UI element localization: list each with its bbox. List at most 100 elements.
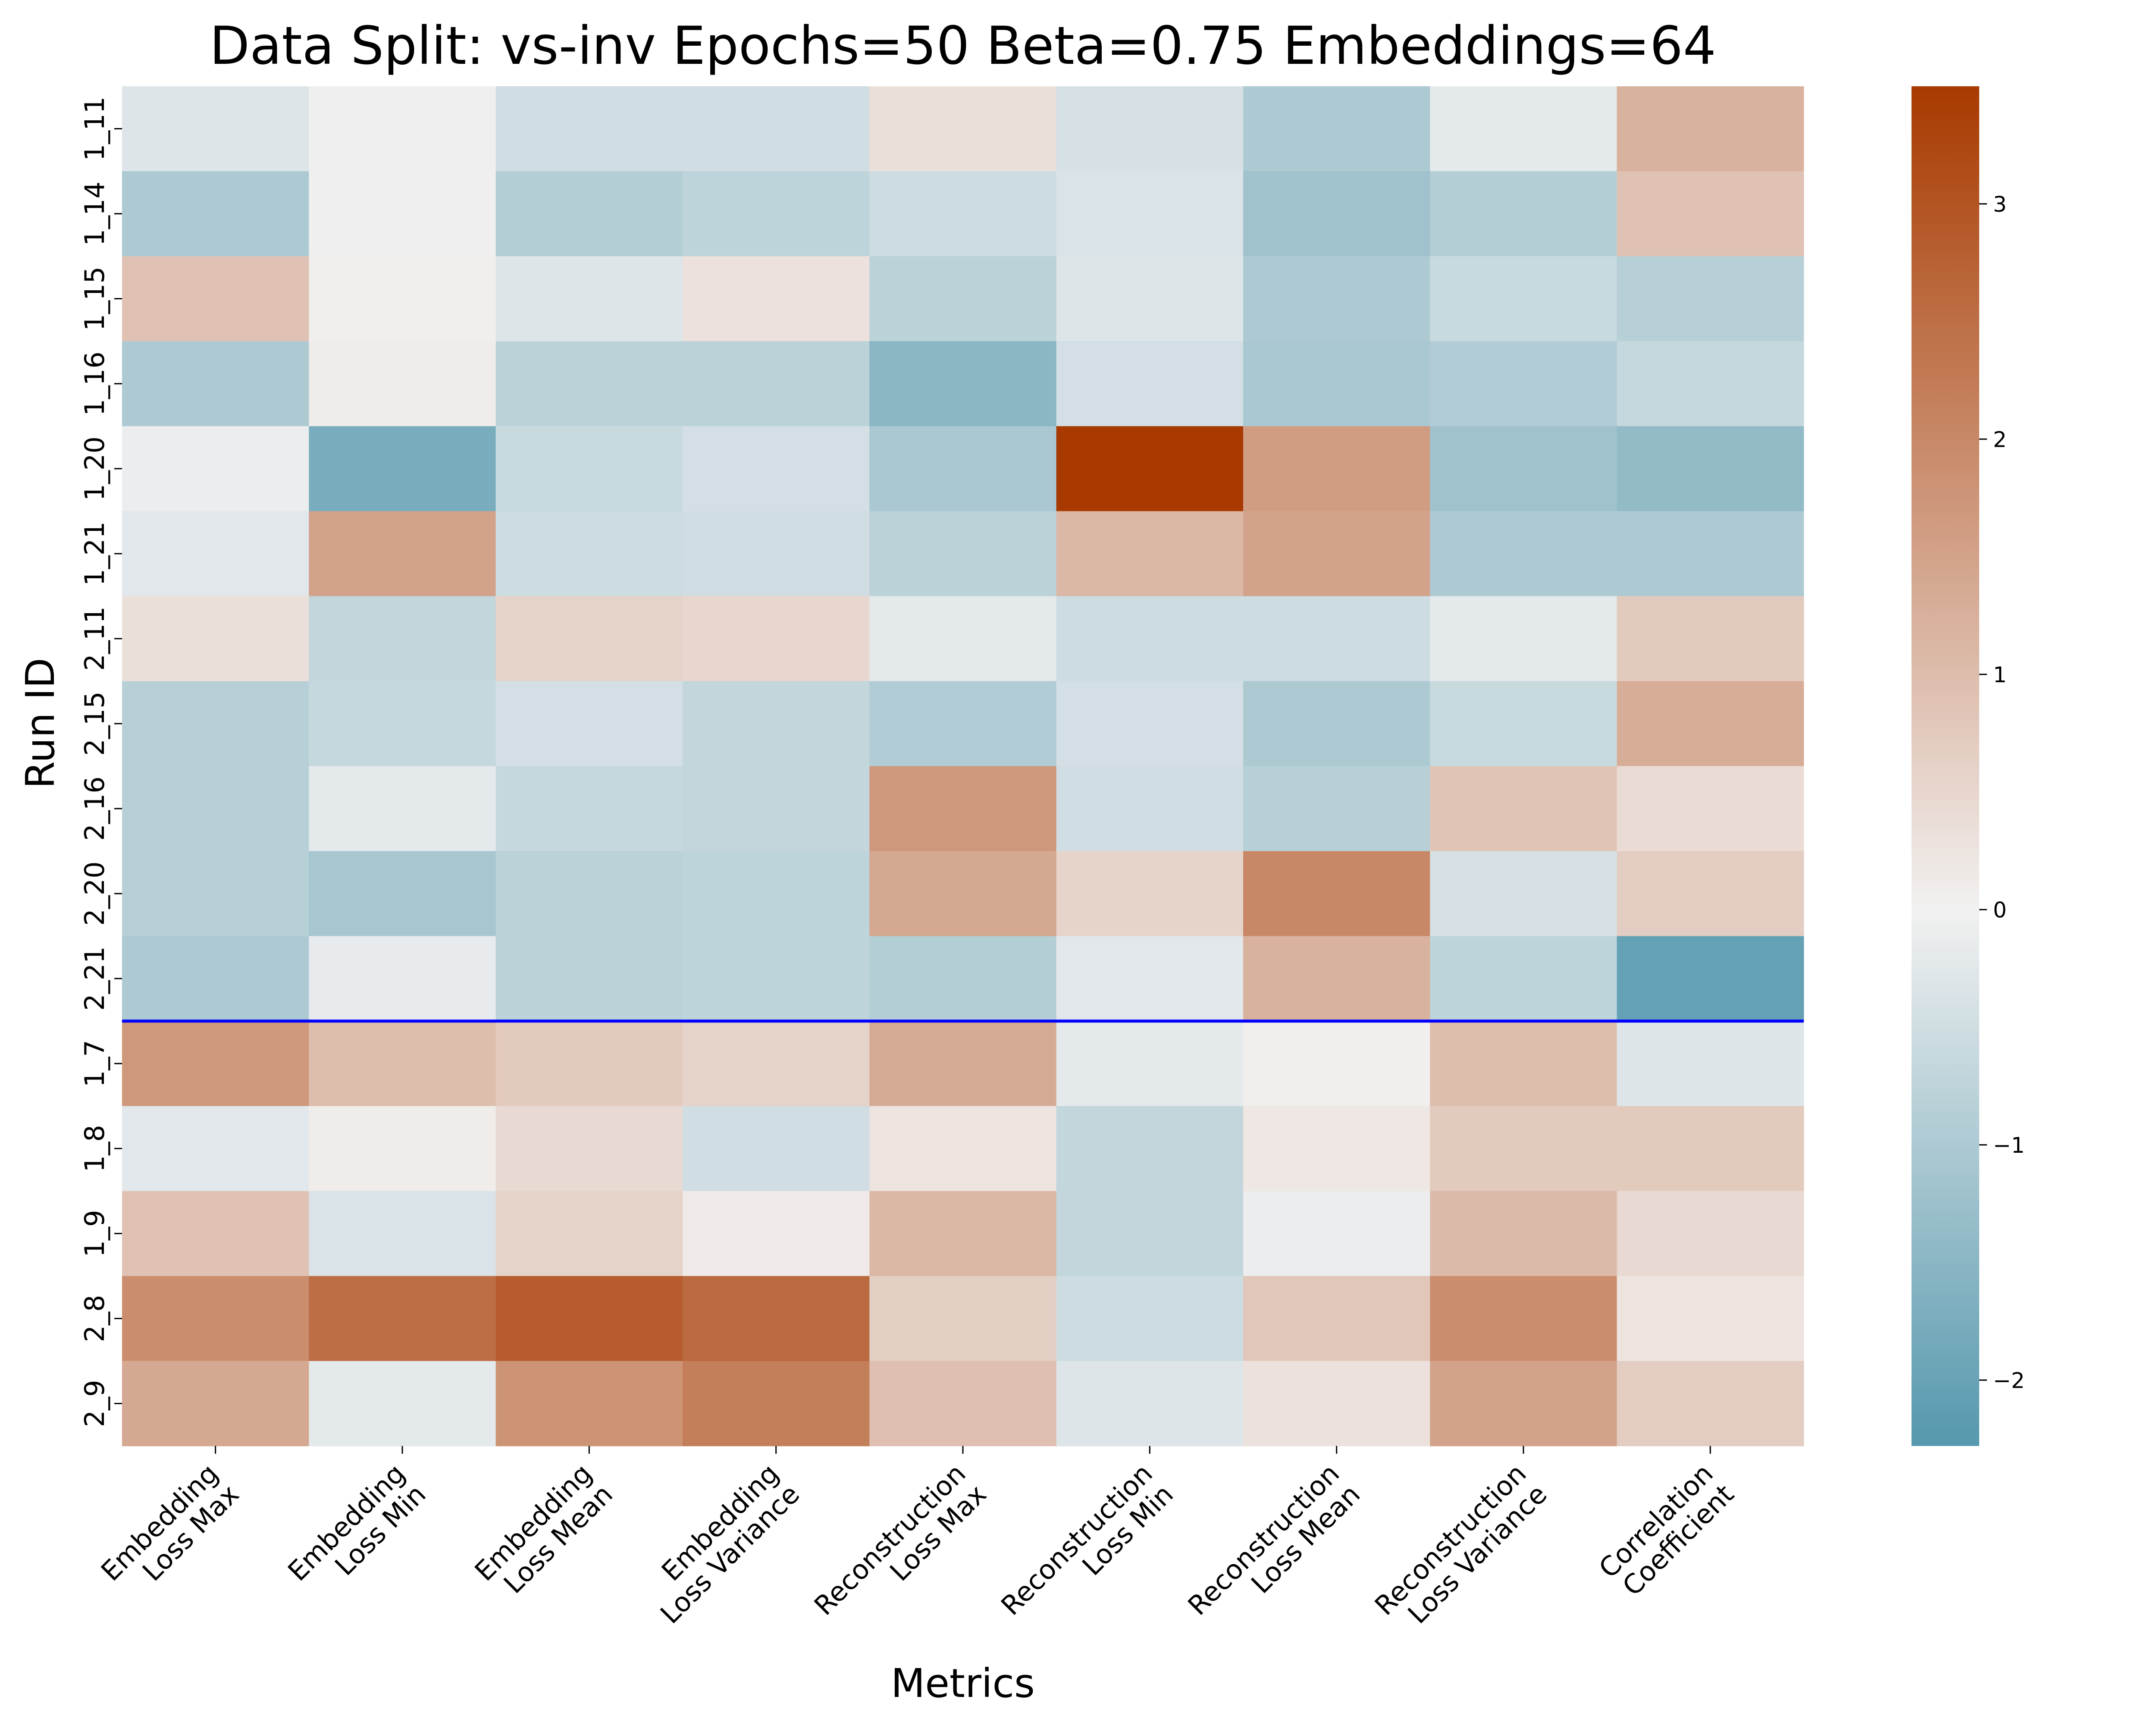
heatmap-cell xyxy=(1430,596,1617,682)
colorbar-tick-label: −1 xyxy=(1993,1133,2025,1158)
heatmap-cell xyxy=(869,1361,1057,1446)
heatmap-cell xyxy=(1243,1106,1430,1192)
heatmap-cell xyxy=(309,1191,496,1276)
heatmap-cell xyxy=(683,936,870,1022)
heatmap-cell xyxy=(122,341,309,427)
heatmap-cell xyxy=(122,426,309,511)
heatmap-cell xyxy=(869,1106,1057,1192)
heatmap-cell xyxy=(683,256,870,342)
heatmap-cell xyxy=(1430,511,1617,596)
heatmap-cell xyxy=(495,766,683,852)
heatmap-cell xyxy=(1243,1276,1430,1361)
heatmap-cell xyxy=(1243,426,1430,511)
heatmap-cell xyxy=(122,936,309,1022)
heatmap-cell xyxy=(495,426,683,511)
heatmap-cell xyxy=(1430,851,1617,937)
heatmap-cell xyxy=(1243,256,1430,342)
heatmap-cell xyxy=(869,256,1057,342)
heatmap-cell xyxy=(1617,171,1804,257)
y-tick-label: 2_11 xyxy=(79,606,110,671)
y-tick-label: 1_9 xyxy=(79,1210,110,1257)
heatmap-cell xyxy=(1056,1191,1244,1276)
y-tick-label: 2_21 xyxy=(79,946,110,1010)
heatmap-cell xyxy=(1430,426,1617,511)
heatmap-cell xyxy=(1430,1191,1617,1276)
heatmap-cell xyxy=(1243,1191,1430,1276)
heatmap-cell xyxy=(683,1276,870,1361)
heatmap-cell xyxy=(1243,341,1430,427)
heatmap-cell xyxy=(683,596,870,682)
heatmap-cell xyxy=(1430,86,1617,172)
heatmap-cell xyxy=(309,766,496,852)
heatmap-cell xyxy=(309,1361,496,1446)
heatmap-cell xyxy=(122,681,309,767)
y-tick-labels: 1_11 1_14 1_15 1_16 1_20 1_21 2_11 2_15 2_16 2_20… xyxy=(79,97,122,1427)
heatmap-cell xyxy=(683,1021,870,1107)
heatmap-cell xyxy=(495,681,683,767)
heatmap-cell xyxy=(683,1191,870,1276)
heatmap-cell xyxy=(122,86,309,172)
heatmap-cell xyxy=(122,1361,309,1446)
colorbar-tick-label: 0 xyxy=(1993,897,2007,922)
heatmap-cell xyxy=(869,86,1057,172)
heatmap-cell xyxy=(495,1021,683,1107)
heatmap-cell xyxy=(1243,171,1430,257)
heatmap-cell xyxy=(495,86,683,172)
heatmap-cell xyxy=(1617,86,1804,172)
heatmap-cell xyxy=(495,511,683,596)
heatmap-cell xyxy=(1243,511,1430,596)
heatmap-cell xyxy=(683,341,870,427)
heatmap-cell xyxy=(1617,341,1804,427)
heatmap-cell xyxy=(1430,1021,1617,1107)
heatmap-cell xyxy=(869,426,1057,511)
heatmap-cell xyxy=(1056,341,1244,427)
heatmap-cell xyxy=(309,596,496,682)
heatmap-cell xyxy=(309,681,496,767)
heatmap-cell xyxy=(683,681,870,767)
y-tick-label: 2_8 xyxy=(79,1295,110,1342)
heatmap-cell xyxy=(683,1106,870,1192)
colorbar-tick-label: 3 xyxy=(1993,192,2007,217)
y-tick-label: 1_15 xyxy=(79,267,110,331)
heatmap-cell xyxy=(1056,426,1244,511)
heatmap-cell xyxy=(869,171,1057,257)
heatmap-cell xyxy=(683,511,870,596)
y-tick-label: 1_11 xyxy=(79,97,110,161)
heatmap-cell xyxy=(1243,596,1430,682)
heatmap-cell xyxy=(1056,851,1244,937)
y-tick-label: 2_15 xyxy=(79,691,110,756)
heatmap-cell xyxy=(1617,1276,1804,1361)
heatmap-cell xyxy=(495,1276,683,1361)
heatmap-cell xyxy=(869,511,1057,596)
heatmap-cell xyxy=(869,1191,1057,1276)
colorbar-ticks: −2 −1 0 1 2 3 xyxy=(1979,192,2025,1393)
heatmap-cell xyxy=(1056,596,1244,682)
heatmap-cell xyxy=(309,511,496,596)
heatmap-cell xyxy=(1056,86,1244,172)
heatmap-cell xyxy=(495,936,683,1022)
x-tick-label: ReconstructionLoss Max xyxy=(808,1458,993,1642)
heatmap-cell xyxy=(683,851,870,937)
heatmap-cell xyxy=(495,341,683,427)
x-tick-label: ReconstructionLoss Min xyxy=(995,1458,1179,1642)
heatmap-cell xyxy=(1430,1106,1617,1192)
heatmap-cell xyxy=(309,1021,496,1107)
heatmap-cell xyxy=(1430,341,1617,427)
heatmap-cell xyxy=(122,596,309,682)
heatmap-cell xyxy=(1617,681,1804,767)
colorbar xyxy=(1912,86,1979,1446)
heatmap-cell xyxy=(683,1361,870,1446)
y-tick-label: 1_8 xyxy=(79,1125,110,1172)
heatmap-cell xyxy=(1056,511,1244,596)
heatmap-cell xyxy=(1056,1361,1244,1446)
heatmap-cell xyxy=(1617,851,1804,937)
colorbar-tick-label: 1 xyxy=(1993,662,2007,687)
heatmap-cell xyxy=(1243,1021,1430,1107)
x-tick-label: CorrelationCoefficient xyxy=(1593,1458,1740,1605)
heatmap-cell xyxy=(1430,171,1617,257)
heatmap-cell xyxy=(495,171,683,257)
heatmap-cell xyxy=(122,171,309,257)
heatmap-cell xyxy=(1056,681,1244,767)
heatmap-cell xyxy=(869,1021,1057,1107)
heatmap-cell xyxy=(1617,1021,1804,1107)
